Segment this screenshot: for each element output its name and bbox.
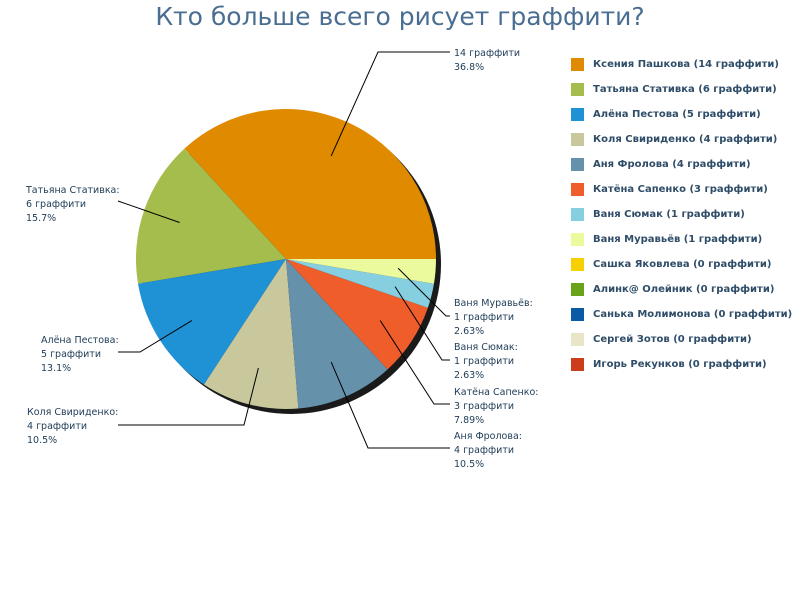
legend-label: Алёна Пестова (5 граффити) xyxy=(593,109,761,120)
callout-line xyxy=(379,320,450,405)
legend-item: Татьяна Стативка (6 граффити) xyxy=(571,77,792,102)
data-label: 10.5% xyxy=(454,459,484,470)
pie-slice xyxy=(286,259,388,409)
data-label: Аня Фролова: xyxy=(454,431,522,442)
data-label: 36.8% xyxy=(454,62,484,73)
legend-swatch xyxy=(571,308,584,321)
data-label: 7.89% xyxy=(454,415,484,426)
legend-label: Коля Свириденко (4 граффити) xyxy=(593,134,778,145)
chart-legend: Ксения Пашкова (14 граффити) Татьяна Стат… xyxy=(571,52,792,377)
callout-line xyxy=(394,286,450,361)
legend-label: Сашка Яковлева (0 граффити) xyxy=(593,259,772,270)
data-label: Катёна Сапенко: xyxy=(454,387,538,398)
data-label: Ваня Муравьёв: xyxy=(454,298,533,309)
legend-item: Сергей Зотов (0 граффити) xyxy=(571,327,792,352)
legend-item: Алёна Пестова (5 граффити) xyxy=(571,102,792,127)
pie-slice xyxy=(286,259,436,284)
legend-item: Ваня Сюмак (1 граффити) xyxy=(571,202,792,227)
legend-swatch xyxy=(571,108,584,121)
data-label: Алёна Пестова: xyxy=(41,335,119,346)
data-label: Татьяна Стативка: xyxy=(25,185,120,196)
callout-line xyxy=(118,320,193,353)
legend-swatch xyxy=(571,283,584,296)
legend-swatch xyxy=(571,333,584,346)
data-label: 6 граффити xyxy=(26,199,86,210)
legend-swatch xyxy=(571,133,584,146)
pie-slice xyxy=(184,108,436,260)
data-label: 4 граффити xyxy=(454,445,514,456)
data-label: 15.7% xyxy=(26,213,56,224)
legend-label: Аня Фролова (4 граффити) xyxy=(593,159,751,170)
pie-slice xyxy=(203,259,299,409)
legend-swatch xyxy=(571,258,584,271)
data-label: 1 граффити xyxy=(454,356,514,367)
data-label: 13.1% xyxy=(41,363,71,374)
chart-title: Кто больше всего рисует граффити? xyxy=(155,2,645,31)
pie-slice xyxy=(138,259,286,385)
legend-item: Ксения Пашкова (14 граффити) xyxy=(571,52,792,77)
legend-swatch xyxy=(571,208,584,221)
legend-item: Алинк@ Олейник (0 граффити) xyxy=(571,277,792,302)
pie-slice xyxy=(136,148,286,284)
legend-item: Катёна Сапенко (3 граффити) xyxy=(571,177,792,202)
legend-label: Ваня Сюмак (1 граффити) xyxy=(593,209,745,220)
legend-item: Сашка Яковлева (0 граффити) xyxy=(571,252,792,277)
pie-slice xyxy=(286,259,434,308)
legend-label: Санька Молимонова (0 граффити) xyxy=(593,309,793,320)
data-label: 1 граффити xyxy=(454,312,514,323)
data-label: Коля Свириденко: xyxy=(27,407,118,418)
data-label: 10.5% xyxy=(27,435,57,446)
legend-item: Игорь Рекунков (0 граффити) xyxy=(571,352,792,377)
legend-item: Аня Фролова (4 граффити) xyxy=(571,152,792,177)
callout-line xyxy=(118,367,259,426)
callout-line xyxy=(117,200,180,223)
data-label: 4 граффити xyxy=(27,421,87,432)
legend-label: Катёна Сапенко (3 граффити) xyxy=(593,184,768,195)
legend-item: Коля Свириденко (4 граффити) xyxy=(571,127,792,152)
data-label: 14 граффити xyxy=(454,48,520,59)
callout-line xyxy=(397,267,450,317)
data-label: 3 граффити xyxy=(454,401,514,412)
data-label: 5 граффити xyxy=(41,349,101,360)
legend-label: Сергей Зотов (0 граффити) xyxy=(593,334,752,345)
legend-item: Ваня Муравьёв (1 граффити) xyxy=(571,227,792,252)
legend-label: Ваня Муравьёв (1 граффити) xyxy=(593,234,763,245)
legend-swatch xyxy=(571,183,584,196)
data-label: 2.63% xyxy=(454,370,484,381)
legend-swatch xyxy=(571,158,584,171)
legend-label: Алинк@ Олейник (0 граффити) xyxy=(593,284,775,295)
callout-line xyxy=(330,361,450,449)
legend-item: Санька Молимонова (0 граффити) xyxy=(571,302,792,327)
data-label: Ваня Сюмак: xyxy=(454,342,518,353)
legend-label: Игорь Рекунков (0 граффити) xyxy=(593,359,767,370)
legend-swatch xyxy=(571,83,584,96)
legend-swatch xyxy=(571,358,584,371)
pie-slice xyxy=(286,259,428,370)
legend-label: Татьяна Стативка (6 граффити) xyxy=(593,84,777,95)
legend-swatch xyxy=(571,58,584,71)
legend-label: Ксения Пашкова (14 граффити) xyxy=(593,59,779,70)
data-label: 2.63% xyxy=(454,326,484,337)
legend-swatch xyxy=(571,233,584,246)
callout-line xyxy=(330,51,450,157)
